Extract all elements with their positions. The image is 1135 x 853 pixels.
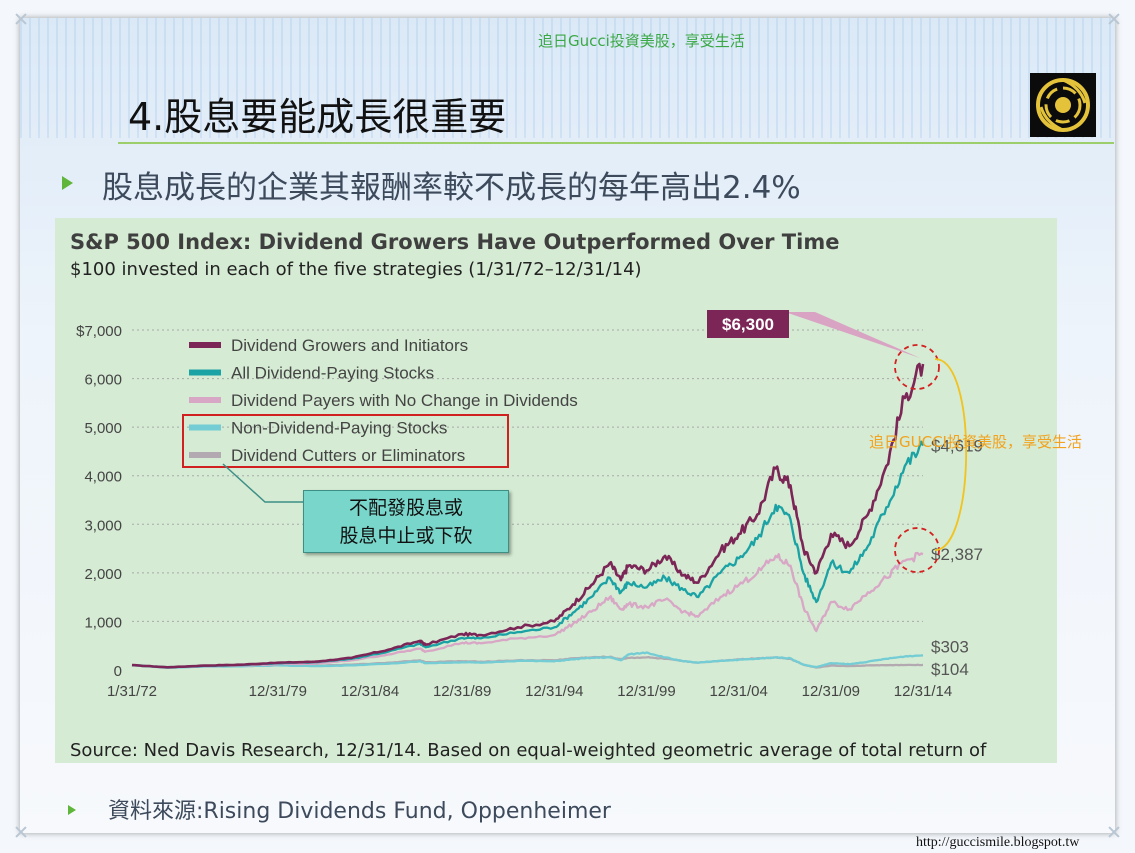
x-tick-label: 12/31/94: [525, 683, 583, 700]
series-line: [131, 440, 925, 669]
overlay-watermark: 追日GUCCI投資美股，享受生活: [869, 433, 1082, 451]
callout-pointer: [222, 463, 303, 503]
series-line: [131, 551, 924, 669]
callout-line: 股息中止或下砍: [339, 525, 473, 547]
chart-panel: 0 1,000 2,000 3,000 4,000 5,000 6,000 $7,000 1/…: [55, 218, 1057, 763]
legend-highlight-box: [182, 414, 509, 468]
chart-legend: Dividend Growers and Initiators All Divid…: [182, 336, 578, 468]
x-tick-label: 12/31/84: [341, 683, 399, 700]
y-tick-label: 5,000: [84, 420, 122, 437]
legend-swatch: [189, 424, 221, 431]
watermark-top: 追日Gucci投資美股，享受生活: [538, 32, 745, 50]
x-tick-label: 12/31/79: [249, 683, 307, 700]
chart-title: S&P 500 Index: Dividend Growers Have Out…: [70, 230, 840, 254]
legend-swatch: [189, 452, 221, 458]
end-value-label: $303: [931, 637, 969, 656]
legend-swatch: [189, 342, 221, 348]
frame-corner: [1107, 12, 1121, 26]
y-tick-label: 2,000: [84, 566, 122, 583]
chart-svg: 0 1,000 2,000 3,000 4,000 5,000 6,000 $7,000 1/…: [76, 310, 983, 700]
y-tick-label: 0: [114, 663, 122, 680]
end-value-label: $4,619: [931, 437, 983, 456]
legend-label: Dividend Cutters or Eliminators: [231, 446, 465, 465]
comparison-bracket: [934, 358, 967, 551]
y-tick-labels: 0 1,000 2,000 3,000 4,000 5,000 6,000 $7,000: [76, 323, 122, 680]
highlight-label-box: [707, 310, 789, 338]
frame-corner: [14, 825, 28, 839]
y-tick-label: 6,000: [84, 372, 122, 389]
end-value-label: $2,387: [931, 545, 983, 564]
chart-annotations: $4,619 $2,387 $303 $104 $6,300: [222, 310, 983, 679]
legend-label: All Dividend-Paying Stocks: [231, 364, 434, 383]
legend-label: Non-Dividend-Paying Stocks: [231, 419, 447, 438]
title-divider: [118, 142, 1114, 144]
highlight-circle: [894, 344, 940, 390]
x-tick-label: 12/31/14: [894, 683, 952, 700]
callout-box: 不配發股息或 股息中止或下砍: [303, 490, 509, 553]
series-line: [131, 651, 924, 669]
chart-subtitle: $100 invested in each of the five strate…: [70, 259, 642, 280]
logo-icon: [1030, 73, 1096, 137]
x-tick-label: 12/31/99: [617, 683, 675, 700]
y-tick-label: 4,000: [84, 469, 122, 486]
chart-series-lines: [131, 362, 925, 669]
x-tick-label: 12/31/04: [709, 683, 767, 700]
highlight-label: $6,300: [722, 315, 774, 334]
chart-grid: [132, 329, 923, 622]
callout-line: 不配發股息或: [348, 497, 463, 519]
slide-title: 4.股息要能成長很重要: [128, 95, 507, 139]
blog-url: http://guccismile.blogspot.tw: [916, 835, 1080, 850]
highlight-pointer: [785, 312, 920, 358]
frame-corner: [14, 12, 28, 26]
bullet-arrow-icon: [62, 176, 73, 190]
y-tick-label: $7,000: [76, 323, 122, 340]
source-note: 資料來源:Rising Dividends Fund, Oppenheimer: [108, 799, 611, 824]
x-tick-label: 1/31/72: [107, 683, 157, 700]
legend-swatch: [189, 397, 221, 403]
bullet-arrow-icon: [68, 805, 76, 815]
series-line: [131, 362, 925, 669]
frame-corner: [1107, 825, 1121, 839]
x-tick-label: 12/31/09: [802, 683, 860, 700]
chart-source: Source: Ned Davis Research, 12/31/14. Ba…: [70, 740, 987, 761]
slide-subtitle: 股息成長的企業其報酬率較不成長的每年高出2.4%: [102, 170, 801, 206]
x-tick-label: 12/31/89: [433, 683, 491, 700]
x-tick-labels: 1/31/72 12/31/79 12/31/84 12/31/89 12/31/94 1…: [107, 683, 952, 700]
legend-label: Dividend Payers with No Change in Divide…: [231, 391, 578, 410]
end-value-label: $104: [931, 660, 969, 679]
legend-swatch: [189, 369, 221, 376]
y-tick-label: 3,000: [84, 517, 122, 534]
y-tick-label: 1,000: [84, 614, 122, 631]
legend-label: Dividend Growers and Initiators: [231, 336, 468, 355]
